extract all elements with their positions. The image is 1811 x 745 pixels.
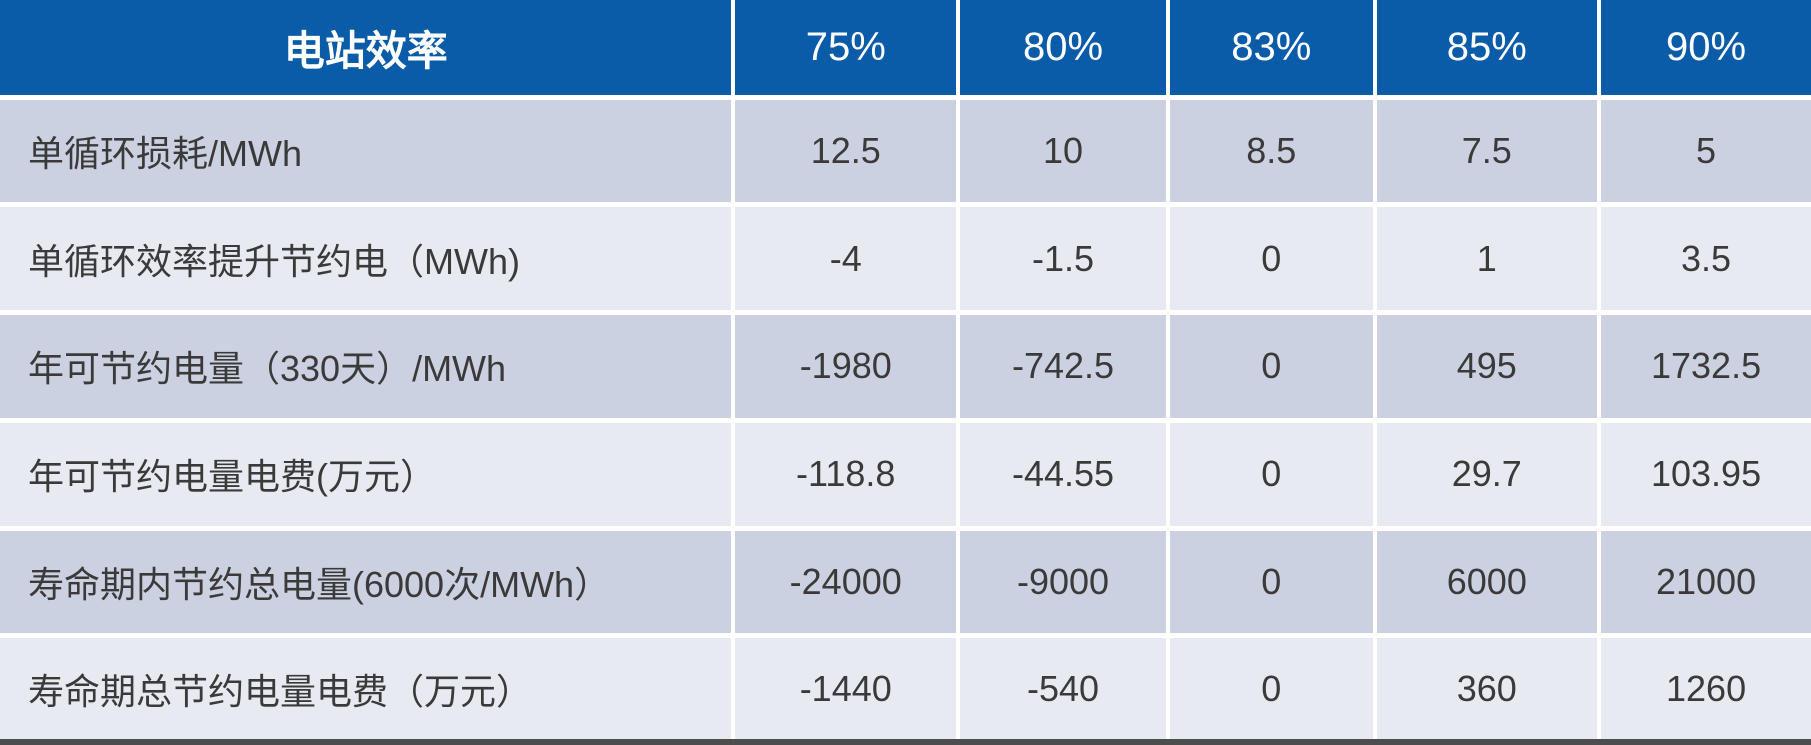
cell-value: 1732.5	[1599, 310, 1811, 421]
table-title: 电站效率	[0, 0, 736, 97]
cell-value: 7.5	[1374, 94, 1602, 205]
cell-value: 12.5	[733, 94, 961, 205]
cell-value: 0	[1168, 633, 1377, 739]
cell-value: 6000	[1374, 525, 1602, 636]
cell-value: -118.8	[733, 417, 961, 529]
row-label: 年可节约电量电费(万元）	[0, 417, 736, 529]
cell-value: 8.5	[1168, 94, 1377, 205]
cell-value: -1.5	[958, 202, 1171, 313]
cell-value: 103.95	[1599, 417, 1811, 529]
cell-value: -9000	[958, 525, 1171, 636]
table-row: 年可节约电量电费(万元） -118.8 -44.55 0 29.7 103.95	[0, 417, 1811, 529]
cell-value: 0	[1168, 310, 1377, 421]
cell-value: -1980	[733, 310, 961, 421]
cell-value: 1	[1374, 202, 1602, 313]
column-header-83: 83%	[1168, 0, 1377, 97]
cell-value: 0	[1168, 417, 1377, 529]
table-row: 单循环损耗/MWh 12.5 10 8.5 7.5 5	[0, 94, 1811, 205]
table-row: 年可节约电量（330天）/MWh -1980 -742.5 0 495 1732…	[0, 310, 1811, 421]
cell-value: -540	[958, 633, 1171, 739]
column-header-85: 85%	[1374, 0, 1602, 97]
row-label: 寿命期内节约总电量(6000次/MWh）	[0, 525, 736, 636]
cell-value: 29.7	[1374, 417, 1602, 529]
column-header-90: 90%	[1599, 0, 1811, 97]
cell-value: 1260	[1599, 633, 1811, 739]
cell-value: 21000	[1599, 525, 1811, 636]
cell-value: 0	[1168, 525, 1377, 636]
row-label: 单循环损耗/MWh	[0, 94, 736, 205]
cell-value: -1440	[733, 633, 961, 739]
table-row: 单循环效率提升节约电（MWh) -4 -1.5 0 1 3.5	[0, 202, 1811, 313]
row-label: 单循环效率提升节约电（MWh)	[0, 202, 736, 313]
cell-value: -742.5	[958, 310, 1171, 421]
cell-value: 3.5	[1599, 202, 1811, 313]
cell-value: -4	[733, 202, 961, 313]
row-label: 年可节约电量（330天）/MWh	[0, 310, 736, 421]
cell-value: 10	[958, 94, 1171, 205]
column-header-75: 75%	[733, 0, 961, 97]
column-header-80: 80%	[958, 0, 1171, 97]
cell-value: -44.55	[958, 417, 1171, 529]
cell-value: -24000	[733, 525, 961, 636]
table-row: 寿命期内节约总电量(6000次/MWh） -24000 -9000 0 6000…	[0, 525, 1811, 636]
cell-value: 495	[1374, 310, 1602, 421]
row-label: 寿命期总节约电量电费（万元）	[0, 633, 736, 739]
cell-value: 0	[1168, 202, 1377, 313]
header-row: 电站效率 75% 80% 83% 85% 90%	[0, 0, 1811, 97]
cell-value: 5	[1599, 94, 1811, 205]
table-row: 寿命期总节约电量电费（万元） -1440 -540 0 360 1260	[0, 633, 1811, 739]
cell-value: 360	[1374, 633, 1602, 739]
